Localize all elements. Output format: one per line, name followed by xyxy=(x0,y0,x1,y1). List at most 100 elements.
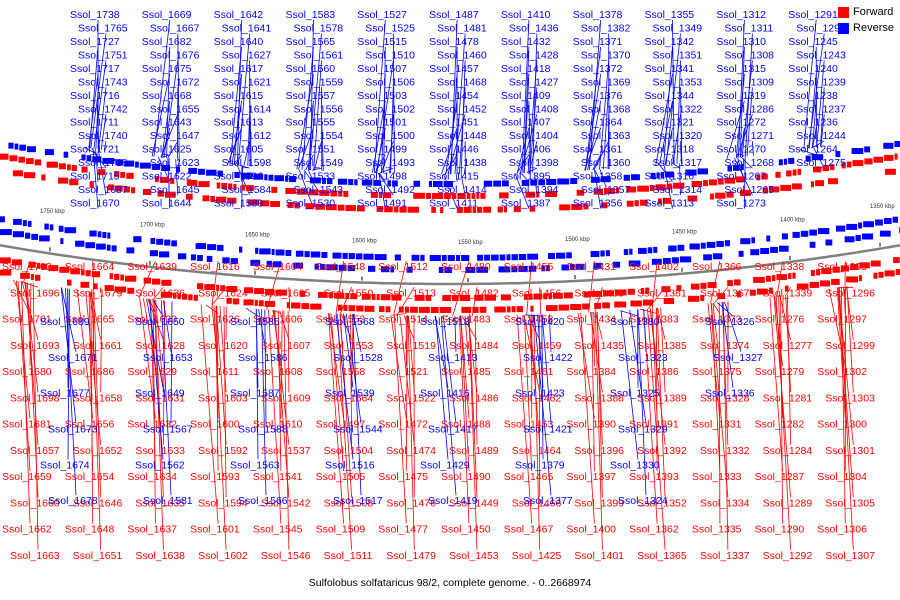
reverse-gene-label-leader xyxy=(740,127,745,158)
forward-gene-label: Ssol_1550 xyxy=(324,287,374,299)
reverse-gene-label: Ssol_1369 xyxy=(581,76,631,88)
reverse-gene-label: Ssol_1614 xyxy=(222,103,272,115)
reverse-gene-label-leader xyxy=(584,127,602,171)
forward-gene-label-leader xyxy=(93,292,102,498)
reverse-gene xyxy=(527,253,539,260)
reverse-gene-label-leader xyxy=(672,114,681,165)
reverse-gene-label-leader xyxy=(170,301,173,424)
forward-gene-outer xyxy=(634,200,639,207)
reverse-gene-label-leader xyxy=(454,315,457,352)
reverse-gene xyxy=(447,255,455,261)
reverse-gene-label: Ssol_1622 xyxy=(142,171,192,183)
reverse-gene-outer xyxy=(433,181,443,187)
reverse-gene-label: Ssol_1378 xyxy=(573,9,623,21)
forward-gene xyxy=(337,304,343,311)
forward-gene-label-leader xyxy=(211,260,219,306)
forward-gene xyxy=(594,302,602,309)
reverse-gene-label: Ssol_1245 xyxy=(788,36,838,48)
forward-gene-outer xyxy=(762,187,768,194)
reverse-gene-label: Ssol_1615 xyxy=(214,90,264,102)
forward-gene-label: Ssol_1680 xyxy=(2,366,52,378)
forward-gene-label-leader xyxy=(779,295,791,340)
forward-gene xyxy=(563,292,573,299)
reverse-gene-label: Ssol_1418 xyxy=(501,63,551,75)
forward-gene-label: Ssol_1299 xyxy=(825,340,875,352)
forward-gene xyxy=(371,293,376,300)
forward-gene-label: Ssol_1373 xyxy=(692,314,742,326)
forward-gene-outer xyxy=(864,158,873,165)
forward-gene xyxy=(125,275,137,282)
reverse-gene-label: Ssol_1738 xyxy=(70,9,120,21)
reverse-gene-label: Ssol_1669 xyxy=(142,9,192,21)
forward-gene-outer xyxy=(221,183,227,189)
tick-label: 1650 kbp xyxy=(245,233,270,239)
forward-gene-outer xyxy=(98,169,106,176)
reverse-gene xyxy=(477,254,484,261)
forward-gene-outer xyxy=(708,179,717,186)
reverse-gene-outer xyxy=(253,173,264,180)
reverse-gene-outer xyxy=(387,180,392,187)
forward-gene xyxy=(832,266,840,273)
reverse-gene xyxy=(319,263,326,270)
forward-gene-label-leader xyxy=(213,305,227,550)
reverse-gene-label: Ssol_1677 xyxy=(40,388,90,400)
reverse-gene-label: Ssol_1264 xyxy=(788,144,838,156)
forward-gene-label: Ssol_1365 xyxy=(637,550,687,562)
forward-gene-outer xyxy=(41,174,46,181)
forward-gene xyxy=(244,287,254,294)
forward-gene-label-leader xyxy=(846,286,854,393)
forward-gene-outer xyxy=(477,206,483,213)
forward-gene-outer xyxy=(658,198,662,205)
forward-gene xyxy=(216,284,220,291)
forward-gene-outer xyxy=(241,184,246,191)
forward-gene-outer xyxy=(308,189,319,196)
forward-gene-label-leader xyxy=(722,301,729,445)
forward-gene-label: Ssol_1652 xyxy=(73,445,123,457)
reverse-gene-label: Ssol_1515 xyxy=(357,36,407,48)
forward-gene xyxy=(161,279,172,286)
reverse-gene xyxy=(506,254,511,261)
reverse-gene xyxy=(892,216,898,223)
reverse-gene-label: Ssol_1649 xyxy=(135,388,185,400)
forward-gene-outer xyxy=(792,169,797,176)
reverse-gene-label: Ssol_1360 xyxy=(581,157,631,169)
forward-gene xyxy=(690,283,700,290)
forward-gene-outer xyxy=(407,206,419,213)
forward-gene-outer xyxy=(326,204,337,211)
forward-gene-label-leader xyxy=(596,311,603,498)
legend-item-forward: Forward xyxy=(838,4,894,20)
forward-gene-label: Ssol_1461 xyxy=(504,366,554,378)
reverse-gene-label: Ssol_1493 xyxy=(365,157,415,169)
reverse-gene-label-leader xyxy=(314,141,322,171)
reverse-gene-label-leader xyxy=(175,159,179,196)
forward-gene-label-leader xyxy=(163,300,165,445)
reverse-gene-label: Ssol_1428 xyxy=(509,49,559,61)
reverse-gene xyxy=(239,246,243,253)
forward-gene-label: Ssol_1397 xyxy=(566,471,616,483)
forward-gene xyxy=(640,288,645,294)
forward-gene xyxy=(30,274,34,280)
reverse-gene-label-leader xyxy=(548,314,552,352)
forward-gene-outer xyxy=(815,180,824,187)
reverse-gene-label-leader xyxy=(167,140,179,159)
reverse-gene-label: Ssol_1313 xyxy=(645,198,695,210)
reverse-gene-label: Ssol_1727 xyxy=(70,36,120,48)
forward-gene-label-leader xyxy=(660,307,666,393)
forward-gene-label-leader xyxy=(837,287,854,498)
forward-gene-label: Ssol_1681 xyxy=(2,419,52,431)
reverse-gene xyxy=(217,244,224,251)
forward-gene xyxy=(173,292,177,299)
forward-gene-label-leader xyxy=(651,260,658,309)
reverse-gene xyxy=(207,244,217,251)
reverse-gene xyxy=(342,252,348,259)
reverse-gene-outer xyxy=(733,164,740,171)
reverse-gene-label-leader xyxy=(379,167,394,174)
reverse-gene-label-leader xyxy=(95,148,99,182)
reverse-gene xyxy=(126,247,135,254)
forward-gene-label-leader xyxy=(337,313,352,550)
reverse-gene xyxy=(593,262,602,269)
forward-gene xyxy=(582,303,590,310)
reverse-gene-label: Ssol_1527 xyxy=(357,9,407,21)
forward-gene-label: Ssol_1509 xyxy=(316,524,366,536)
forward-gene-outer xyxy=(198,181,210,188)
